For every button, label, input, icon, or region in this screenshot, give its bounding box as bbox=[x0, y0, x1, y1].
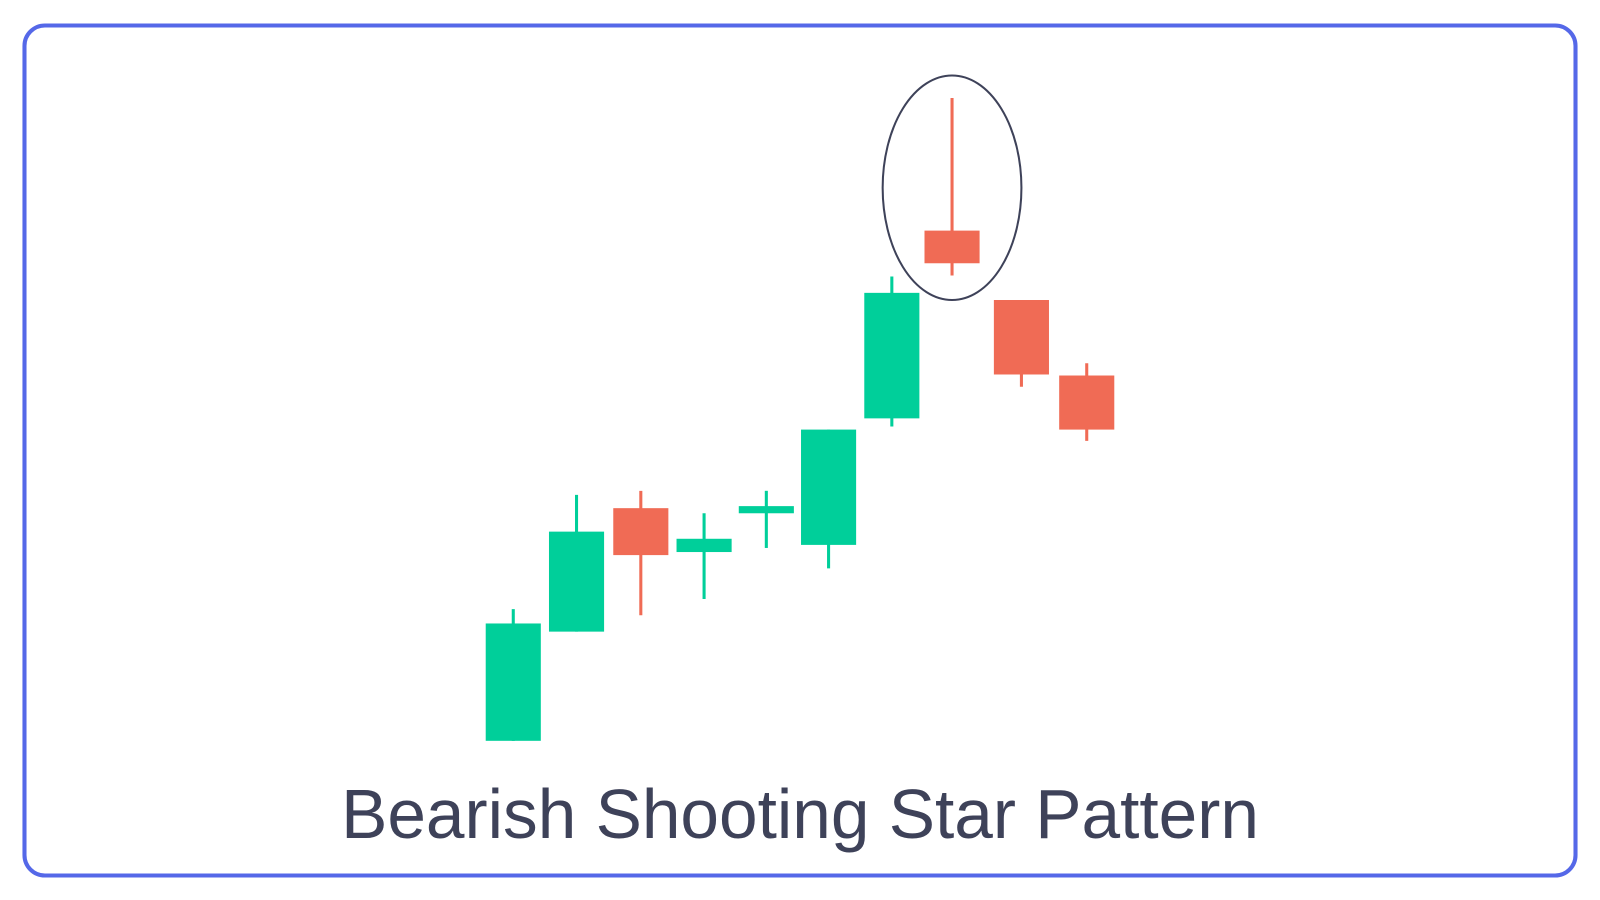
candle-body bbox=[993, 300, 1049, 375]
bearish-candle-3 bbox=[613, 490, 669, 616]
candle-body bbox=[613, 508, 669, 556]
frame-border bbox=[22, 23, 1578, 878]
chart-title: Bearish Shooting Star Pattern bbox=[341, 775, 1259, 853]
candle-body bbox=[801, 429, 857, 545]
candle-body bbox=[864, 292, 920, 419]
bullish-candle-6 bbox=[801, 429, 857, 569]
bullish-candle-7 bbox=[864, 276, 920, 427]
bullish-candle-1 bbox=[485, 609, 541, 741]
candle-body bbox=[738, 506, 794, 514]
bullish-candle-5 bbox=[738, 490, 794, 548]
candle-body bbox=[485, 623, 541, 741]
bearish-candle-9 bbox=[993, 300, 1049, 387]
shooting-star-highlight-ellipse bbox=[881, 74, 1023, 302]
candle-body bbox=[1059, 375, 1115, 430]
bearish-candle-8 bbox=[924, 97, 980, 276]
candle-body bbox=[924, 230, 980, 264]
candles-group bbox=[485, 97, 1115, 741]
candle-body bbox=[548, 531, 605, 632]
bullish-candle-2 bbox=[548, 494, 605, 632]
candle-body bbox=[676, 538, 732, 553]
bearish-candle-10 bbox=[1059, 363, 1115, 441]
bullish-candle-4 bbox=[676, 513, 732, 599]
